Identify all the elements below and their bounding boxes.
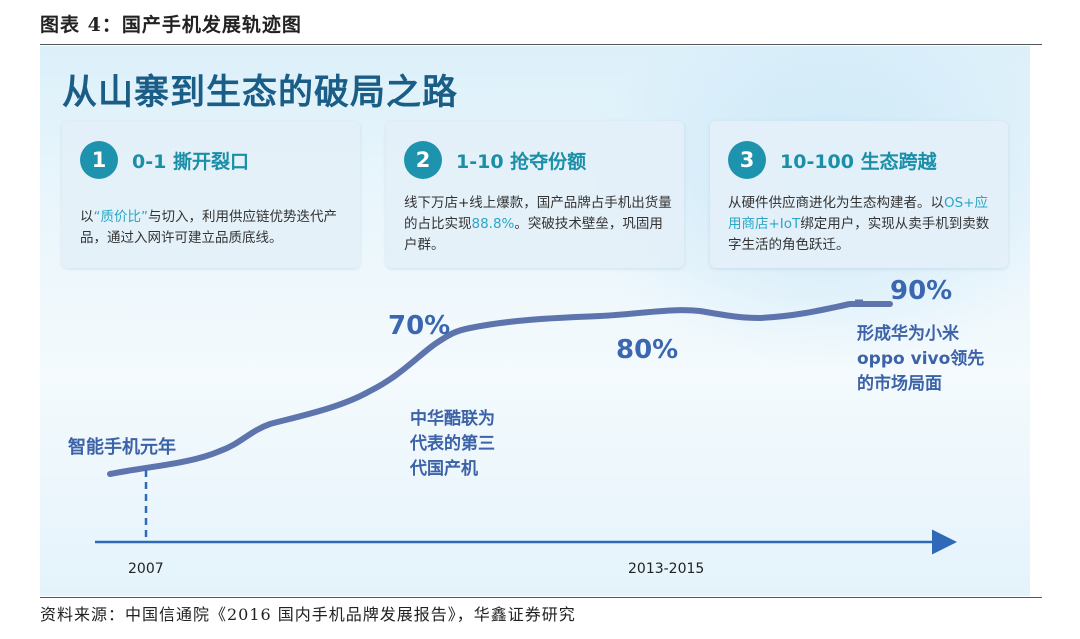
stage-description: 线下万店+线上爆款，国产品牌占手机出货量的占比实现88.8%。突破技术壁垒，巩固…	[404, 195, 672, 253]
headline: 从山寨到生态的破局之路	[62, 73, 459, 113]
source-note: 资料来源：中国信通院《2016 国内手机品牌发展报告》，华鑫证券研究	[40, 605, 576, 624]
annotation-market-leaders: 形成华为小米 oppo vivo领先 的市场局面	[857, 323, 990, 394]
annotation-line: oppo vivo领先	[857, 348, 984, 369]
highlight-text: 88.8%	[471, 216, 515, 232]
x-tick-label: 2007	[128, 561, 164, 577]
annotation-line: 代国产机	[409, 458, 478, 479]
annotation-line: 代表的第三	[409, 433, 495, 454]
annotation-line: 的市场局面	[857, 373, 942, 394]
data-label-90: 90%	[890, 276, 952, 306]
data-label-80: 80%	[616, 335, 678, 365]
bottom-rule	[40, 597, 1042, 598]
stage-title: 1-10 抢夺份额	[456, 151, 587, 173]
annotation-smartphone-year: 智能手机元年	[68, 436, 176, 458]
stage-card-1: 1 0-1 撕开裂口 以“质价比”与切入，利用供应链优势迭代产品，通过入网许可建…	[62, 121, 360, 268]
stage-description: 以“质价比”与切入，利用供应链优势迭代产品，通过入网许可建立品质底线。	[80, 209, 337, 246]
stage-title: 10-100 生态跨越	[780, 151, 937, 173]
stage-number-badge: 3	[728, 141, 766, 179]
x-tick-label: 2013-2015	[628, 561, 704, 577]
data-label-70: 70%	[388, 311, 450, 341]
stage-description: 从硬件供应商进化为生态构建者。以OS+应用商店+IoT绑定用户，实现从卖手机到卖…	[728, 195, 990, 253]
stage-card-2: 2 1-10 抢夺份额 线下万店+线上爆款，国产品牌占手机出货量的占比实现88.…	[386, 121, 684, 268]
annotation-third-gen: 中华酷联为 代表的第三 代国产机	[409, 408, 501, 479]
stage-card-3: 3 10-100 生态跨越 从硬件供应商进化为生态构建者。以OS+应用商店+Io…	[710, 121, 1008, 268]
trajectory-line	[107, 301, 893, 477]
trajectory-chart: 2007 2013-2015 70% 80% 90% 智能手机元年 中华酷联为 …	[68, 276, 990, 577]
stage-number-badge: 1	[80, 141, 118, 179]
infographic-panel: 从山寨到生态的破局之路 1 0-1 撕开裂口 以“质价比”与切入，利用供应链优势…	[40, 46, 1030, 596]
highlight-text: “质价比”	[93, 209, 149, 225]
top-rule	[40, 44, 1042, 45]
stage-number-badge: 2	[404, 141, 442, 179]
stage-title: 0-1 撕开裂口	[132, 151, 249, 173]
annotation-line: 中华酷联为	[410, 408, 495, 429]
figure-title: 图表 4：国产手机发展轨迹图	[40, 14, 302, 36]
annotation-line: 形成华为小米	[857, 323, 960, 344]
highlight-text: OS+应用商店+IoT	[728, 195, 989, 232]
